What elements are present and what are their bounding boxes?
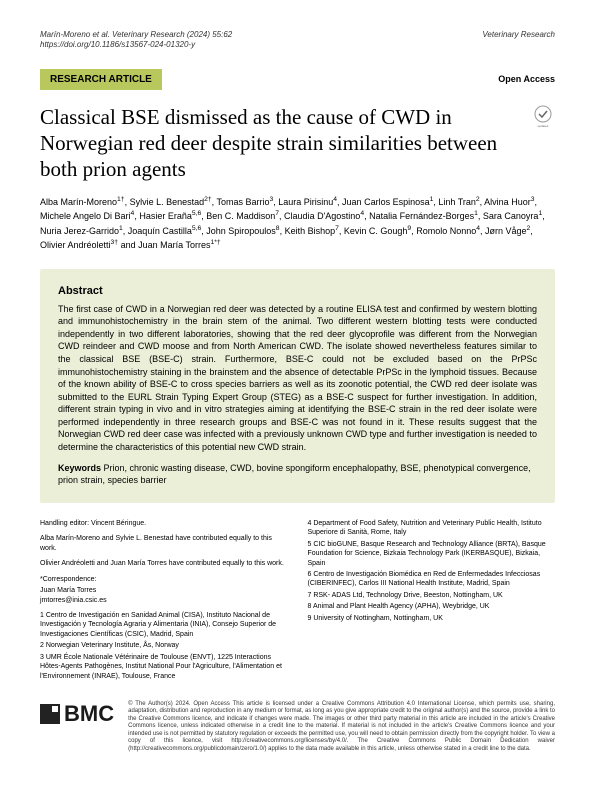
journal-name: Veterinary Research [482,30,555,51]
affiliation-9: 9 University of Nottingham, Nottingham, … [308,614,556,623]
keywords-text: Prion, chronic wasting disease, CWD, bov… [58,463,531,486]
citation: Marín-Moreno et al. Veterinary Research … [40,30,232,40]
bmc-logo-icon [40,704,60,724]
left-column: Handling editor: Vincent Béringue. Alba … [40,519,288,683]
keywords-label: Keywords [58,463,101,473]
page: Marín-Moreno et al. Veterinary Research … [0,0,595,773]
keywords: Keywords Prion, chronic wasting disease,… [58,462,537,487]
article-title: Classical BSE dismissed as the cause of … [40,104,523,183]
author-list: Alba Marín-Moreno1†, Sylvie L. Benestad2… [40,195,555,253]
correspondence-email: jmtorres@inia.csic.es [40,596,288,605]
affiliation-8: 8 Animal and Plant Health Agency (APHA),… [308,602,556,611]
abstract-box: Abstract The first case of CWD in a Norw… [40,269,555,503]
affiliation-3: 3 UMR École Nationale Vétérinaire de Tou… [40,653,288,681]
page-footer: BMC © The Author(s) 2024. Open Access Th… [40,701,555,754]
svg-text:updates: updates [538,124,549,128]
bmc-logo-text: BMC [64,701,114,727]
affiliation-6: 6 Centro de Investigación Biomédica en R… [308,570,556,589]
footer-columns: Handling editor: Vincent Béringue. Alba … [40,519,555,683]
bmc-logo: BMC [40,701,114,727]
affiliation-7: 7 RSK- ADAS Ltd, Technology Drive, Beest… [308,591,556,600]
affiliation-1: 1 Centro de Investigación en Sanidad Ani… [40,611,288,639]
contribution-note-1: Alba Marín-Moreno and Sylvie L. Benestad… [40,534,288,553]
correspondence-label: *Correspondence: [40,575,288,584]
affiliation-4: 4 Department of Food Safety, Nutrition a… [308,519,556,538]
abstract-heading: Abstract [58,285,537,297]
abstract-text: The first case of CWD in a Norwegian red… [58,303,537,454]
contribution-note-2: Olivier Andréoletti and Juan María Torre… [40,559,288,568]
correspondence-name: Juan María Torres [40,586,288,595]
right-column: 4 Department of Food Safety, Nutrition a… [308,519,556,683]
affiliation-2: 2 Norwegian Veterinary Institute, Ås, No… [40,641,288,650]
check-updates-icon[interactable]: updates [531,104,555,128]
header-row: Marín-Moreno et al. Veterinary Research … [40,30,555,51]
license-text: © The Author(s) 2024. Open Access This a… [128,701,555,754]
citation-block: Marín-Moreno et al. Veterinary Research … [40,30,232,51]
doi: https://doi.org/10.1186/s13567-024-01320… [40,40,232,50]
title-row: Classical BSE dismissed as the cause of … [40,104,555,195]
research-article-badge: RESEARCH ARTICLE [40,69,162,90]
badge-row: RESEARCH ARTICLE Open Access [40,69,555,90]
open-access-label: Open Access [498,74,555,84]
affiliation-5: 5 CIC bioGUNE, Basque Research and Techn… [308,540,556,568]
handling-editor: Handling editor: Vincent Béringue. [40,519,288,528]
